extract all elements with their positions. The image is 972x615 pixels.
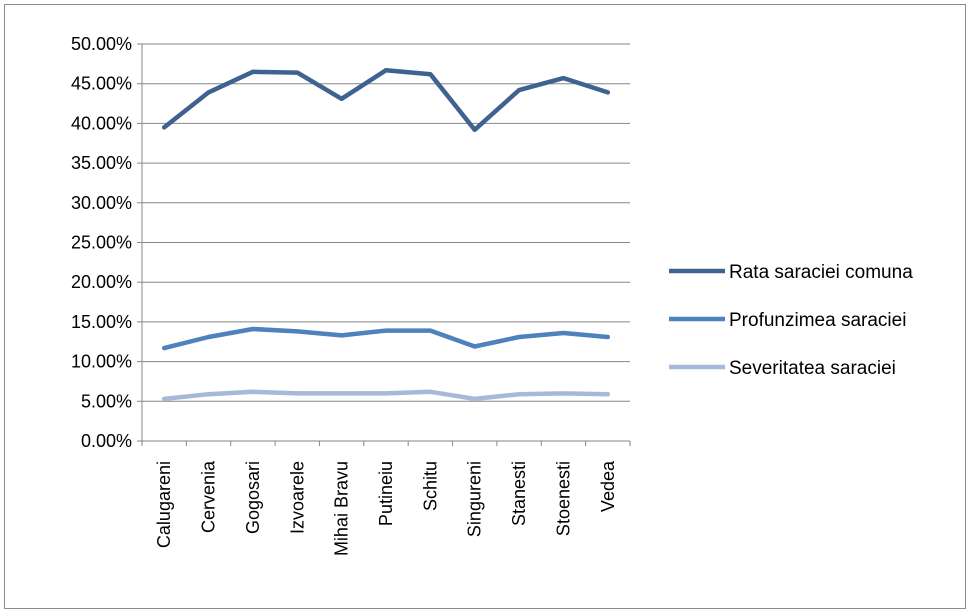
x-tick-label: Calugareni [154,461,174,548]
x-tick-label: Cervenia [199,460,219,533]
y-tick-label: 15.00% [71,312,132,332]
y-tick-label: 30.00% [71,193,132,213]
x-tick-label: Vedea [598,460,618,512]
y-axis-tick-labels: 0.00% 5.00% 10.00% 15.00% 20.00% 25.00% 30.00%… [71,34,132,451]
x-axis-tick-labels: Calugareni Cervenia Gogosari Izvoarele Mihai… [154,460,618,556]
y-tick-label: 5.00% [81,391,132,411]
legend-label: Rata saraciei comuna [729,262,913,283]
y-tick-label: 0.00% [81,431,132,451]
legend-item: Profunzimea saraciei [669,310,906,331]
x-tick-label: Stanesti [509,461,529,526]
x-tick-label: Singureni [465,461,485,537]
x-tick-label: Izvoarele [287,461,307,534]
series-lines [161,67,611,402]
axes [137,43,631,446]
y-tick-label: 45.00% [71,74,132,94]
y-tick-label: 35.00% [71,153,132,173]
x-tick-label: Schitu [420,461,440,511]
legend-label: Profunzimea saraciei [729,310,906,331]
series-line [161,67,611,133]
legend-label: Severitatea saraciei [729,358,896,379]
y-tick-label: 40.00% [71,113,132,133]
legend: Rata saraciei comuna Profunzimea saraciei… [669,262,913,379]
x-tick-label: Stoenesti [553,461,573,536]
legend-item: Rata saraciei comuna [669,262,913,283]
x-tick-label: Mihai Bravu [332,461,352,556]
x-tick-label: Putineiu [376,461,396,526]
chart-frame: 0.00% 5.00% 10.00% 15.00% 20.00% 25.00% 30.00%… [4,4,966,609]
line-chart: 0.00% 5.00% 10.00% 15.00% 20.00% 25.00% 30.00%… [71,34,913,556]
grid-lines [142,43,630,402]
y-tick-label: 25.00% [71,233,132,253]
series-line [161,326,611,351]
y-tick-label: 10.00% [71,352,132,372]
y-tick-label: 50.00% [71,34,132,54]
series-line [161,389,611,402]
x-tick-label: Gogosari [243,461,263,534]
y-tick-label: 20.00% [71,272,132,292]
legend-item: Severitatea saraciei [669,358,896,379]
